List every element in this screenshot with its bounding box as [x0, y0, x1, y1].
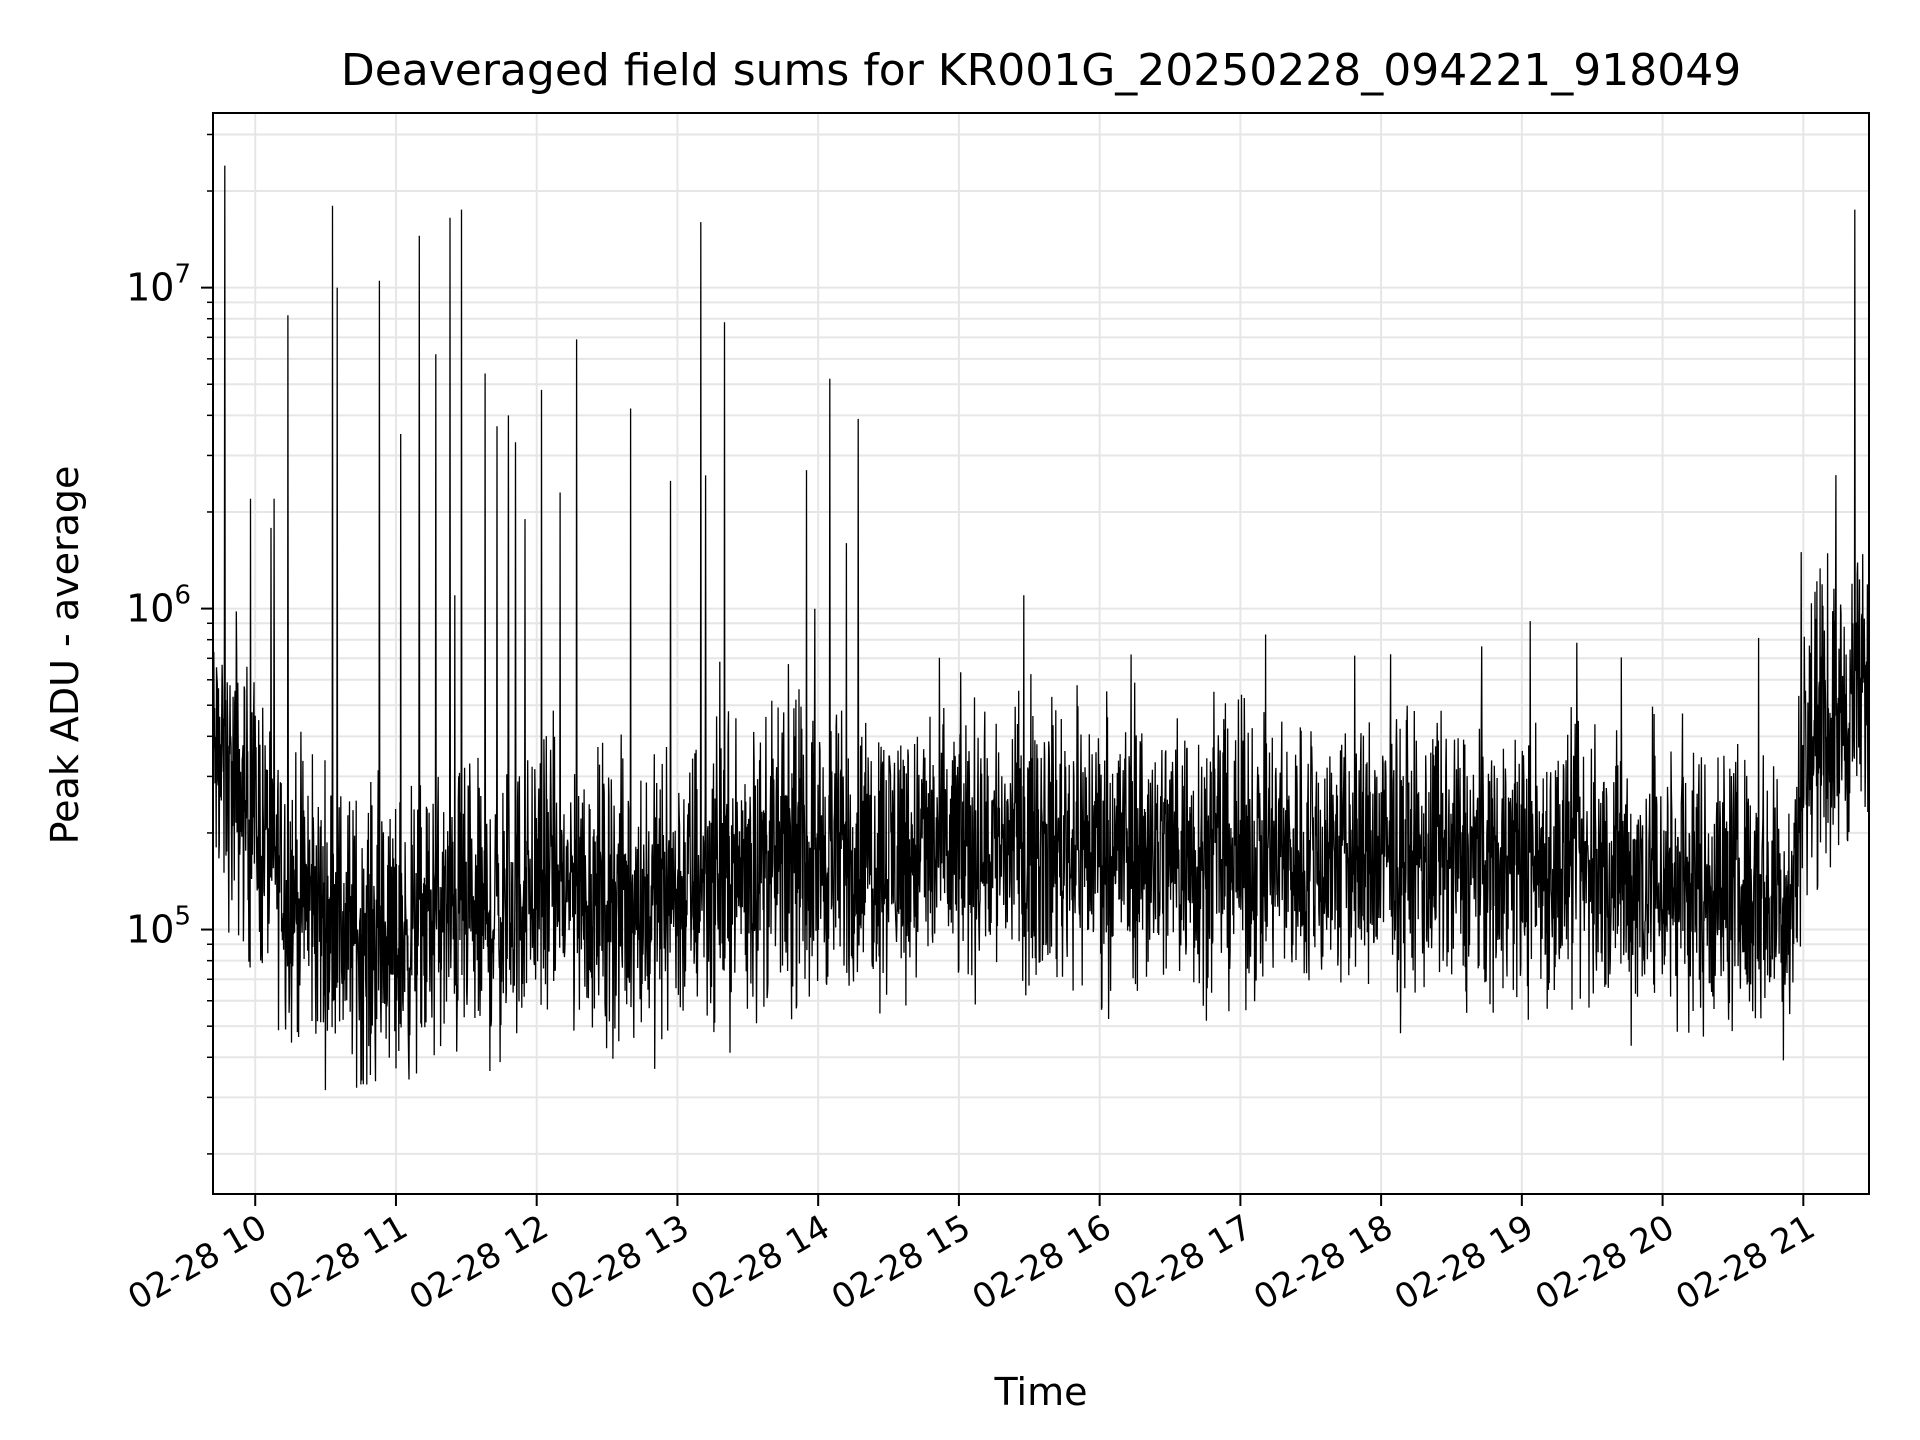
series-line — [212, 165, 1870, 1091]
x-axis-label: Time — [994, 1370, 1088, 1414]
data-series — [212, 165, 1870, 1091]
y-tick-label: 105 — [126, 902, 191, 952]
chart-title: Deaveraged field sums for KR001G_2025022… — [341, 45, 1741, 96]
y-tick-label: 107 — [126, 260, 191, 310]
plot-frame — [212, 112, 1870, 1195]
y-tick-label: 106 — [126, 581, 191, 631]
y-axis-label: Peak ADU - average — [43, 466, 87, 845]
